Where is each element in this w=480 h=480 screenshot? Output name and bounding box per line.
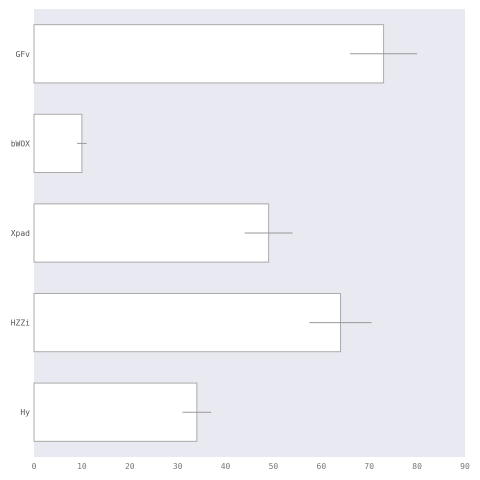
bar-bWOX — [33, 113, 83, 174]
y-tick-label: Xpad — [11, 229, 30, 238]
bars-group — [33, 24, 385, 442]
x-tick-label: 90 — [460, 462, 470, 471]
x-tick-label: 80 — [412, 462, 422, 471]
y-tick-label: bWOX — [11, 139, 30, 148]
x-tick-label: 20 — [125, 462, 135, 471]
bar-Hy — [33, 382, 198, 442]
x-tick-label: 70 — [364, 462, 374, 471]
x-tick-label: 0 — [32, 462, 37, 471]
x-tick-label: 50 — [269, 462, 279, 471]
error-bars-group — [77, 53, 418, 413]
bar-GFv — [33, 24, 385, 84]
x-tick-label: 10 — [77, 462, 87, 471]
bar-Xpad — [33, 203, 270, 263]
x-axis-labels: 0 10 20 30 40 50 60 70 80 90 — [32, 462, 470, 471]
x-tick-label: 60 — [317, 462, 327, 471]
bar-HZZi — [33, 292, 341, 353]
y-axis-labels: GFv bWOX Xpad HZZi Hy — [11, 50, 30, 417]
y-tick-label: Hy — [20, 408, 30, 417]
x-tick-label: 30 — [173, 462, 183, 471]
x-tick-label: 40 — [221, 462, 231, 471]
y-tick-label: HZZi — [11, 319, 30, 328]
y-tick-label: GFv — [16, 50, 31, 59]
